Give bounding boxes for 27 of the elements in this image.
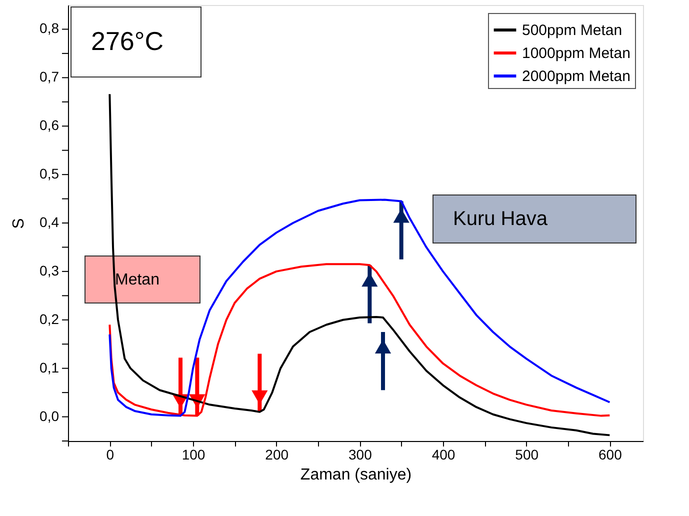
annotation: Kuru Hava <box>453 208 548 230</box>
legend-label: 2000ppm Metan <box>522 68 630 85</box>
line-series <box>108 198 611 417</box>
line-series <box>108 93 611 436</box>
x-tick-label: 300 <box>348 446 372 462</box>
annotation: Metan <box>115 272 160 288</box>
legend-label: 1000ppm Metan <box>522 45 630 62</box>
y-tick-label: 0,7 <box>40 68 60 85</box>
y-tick-label: 0,2 <box>40 310 60 327</box>
x-tick-label: 600 <box>598 446 622 462</box>
x-axis-title: Zaman (saniye) <box>300 466 412 484</box>
y-tick-label: 0,1 <box>40 359 60 376</box>
x-tick-label: 200 <box>265 446 289 462</box>
x-tick-label: 100 <box>182 446 206 462</box>
y-tick-label: 0,8 <box>40 20 60 36</box>
y-tick-label: 0,3 <box>40 262 60 278</box>
y-tick-label: 0,6 <box>40 117 60 134</box>
line-series <box>108 263 611 417</box>
y-tick-label: 0,5 <box>40 166 60 182</box>
x-tick-label: 500 <box>515 446 539 462</box>
x-tick-label: 400 <box>432 446 456 462</box>
y-axis-title: S <box>10 218 28 229</box>
y-tick-label: 0,4 <box>40 214 60 230</box>
annotation: 276°C <box>91 26 164 56</box>
y-tick-label: 0,0 <box>40 408 60 424</box>
legend-label: 500ppm Metan <box>522 22 622 39</box>
x-tick-label: 0 <box>106 446 114 462</box>
